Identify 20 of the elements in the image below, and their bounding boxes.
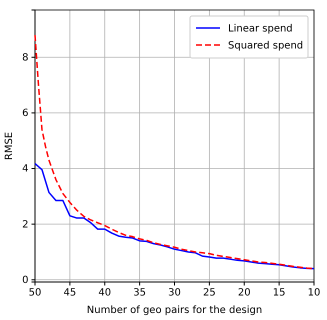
legend-label: Squared spend <box>228 40 304 52</box>
y-tick-label: 0 <box>22 274 28 286</box>
y-axis-title: RMSE <box>4 132 15 160</box>
x-axis-title: Number of geo pairs for the design <box>86 305 262 316</box>
x-tick-label: 25 <box>203 288 216 299</box>
x-tick-label: 30 <box>168 288 181 299</box>
x-tick-label: 10 <box>308 288 320 299</box>
line-series <box>34 162 315 270</box>
legend-label: Linear spend <box>228 24 293 34</box>
line-series <box>34 34 315 270</box>
y-tick-label: 4 <box>22 164 28 175</box>
x-tick-label: 15 <box>272 288 286 299</box>
x-tick-label: 45 <box>64 288 76 299</box>
y-tick-label: 2 <box>22 219 28 230</box>
x-tick-label: 40 <box>98 288 112 299</box>
x-tick-label: 50 <box>28 288 42 299</box>
x-tick-label: 35 <box>133 288 146 299</box>
y-tick-label: 6 <box>22 108 28 120</box>
x-tick-label: 20 <box>238 288 251 299</box>
y-tick-label: 8 <box>22 52 28 64</box>
